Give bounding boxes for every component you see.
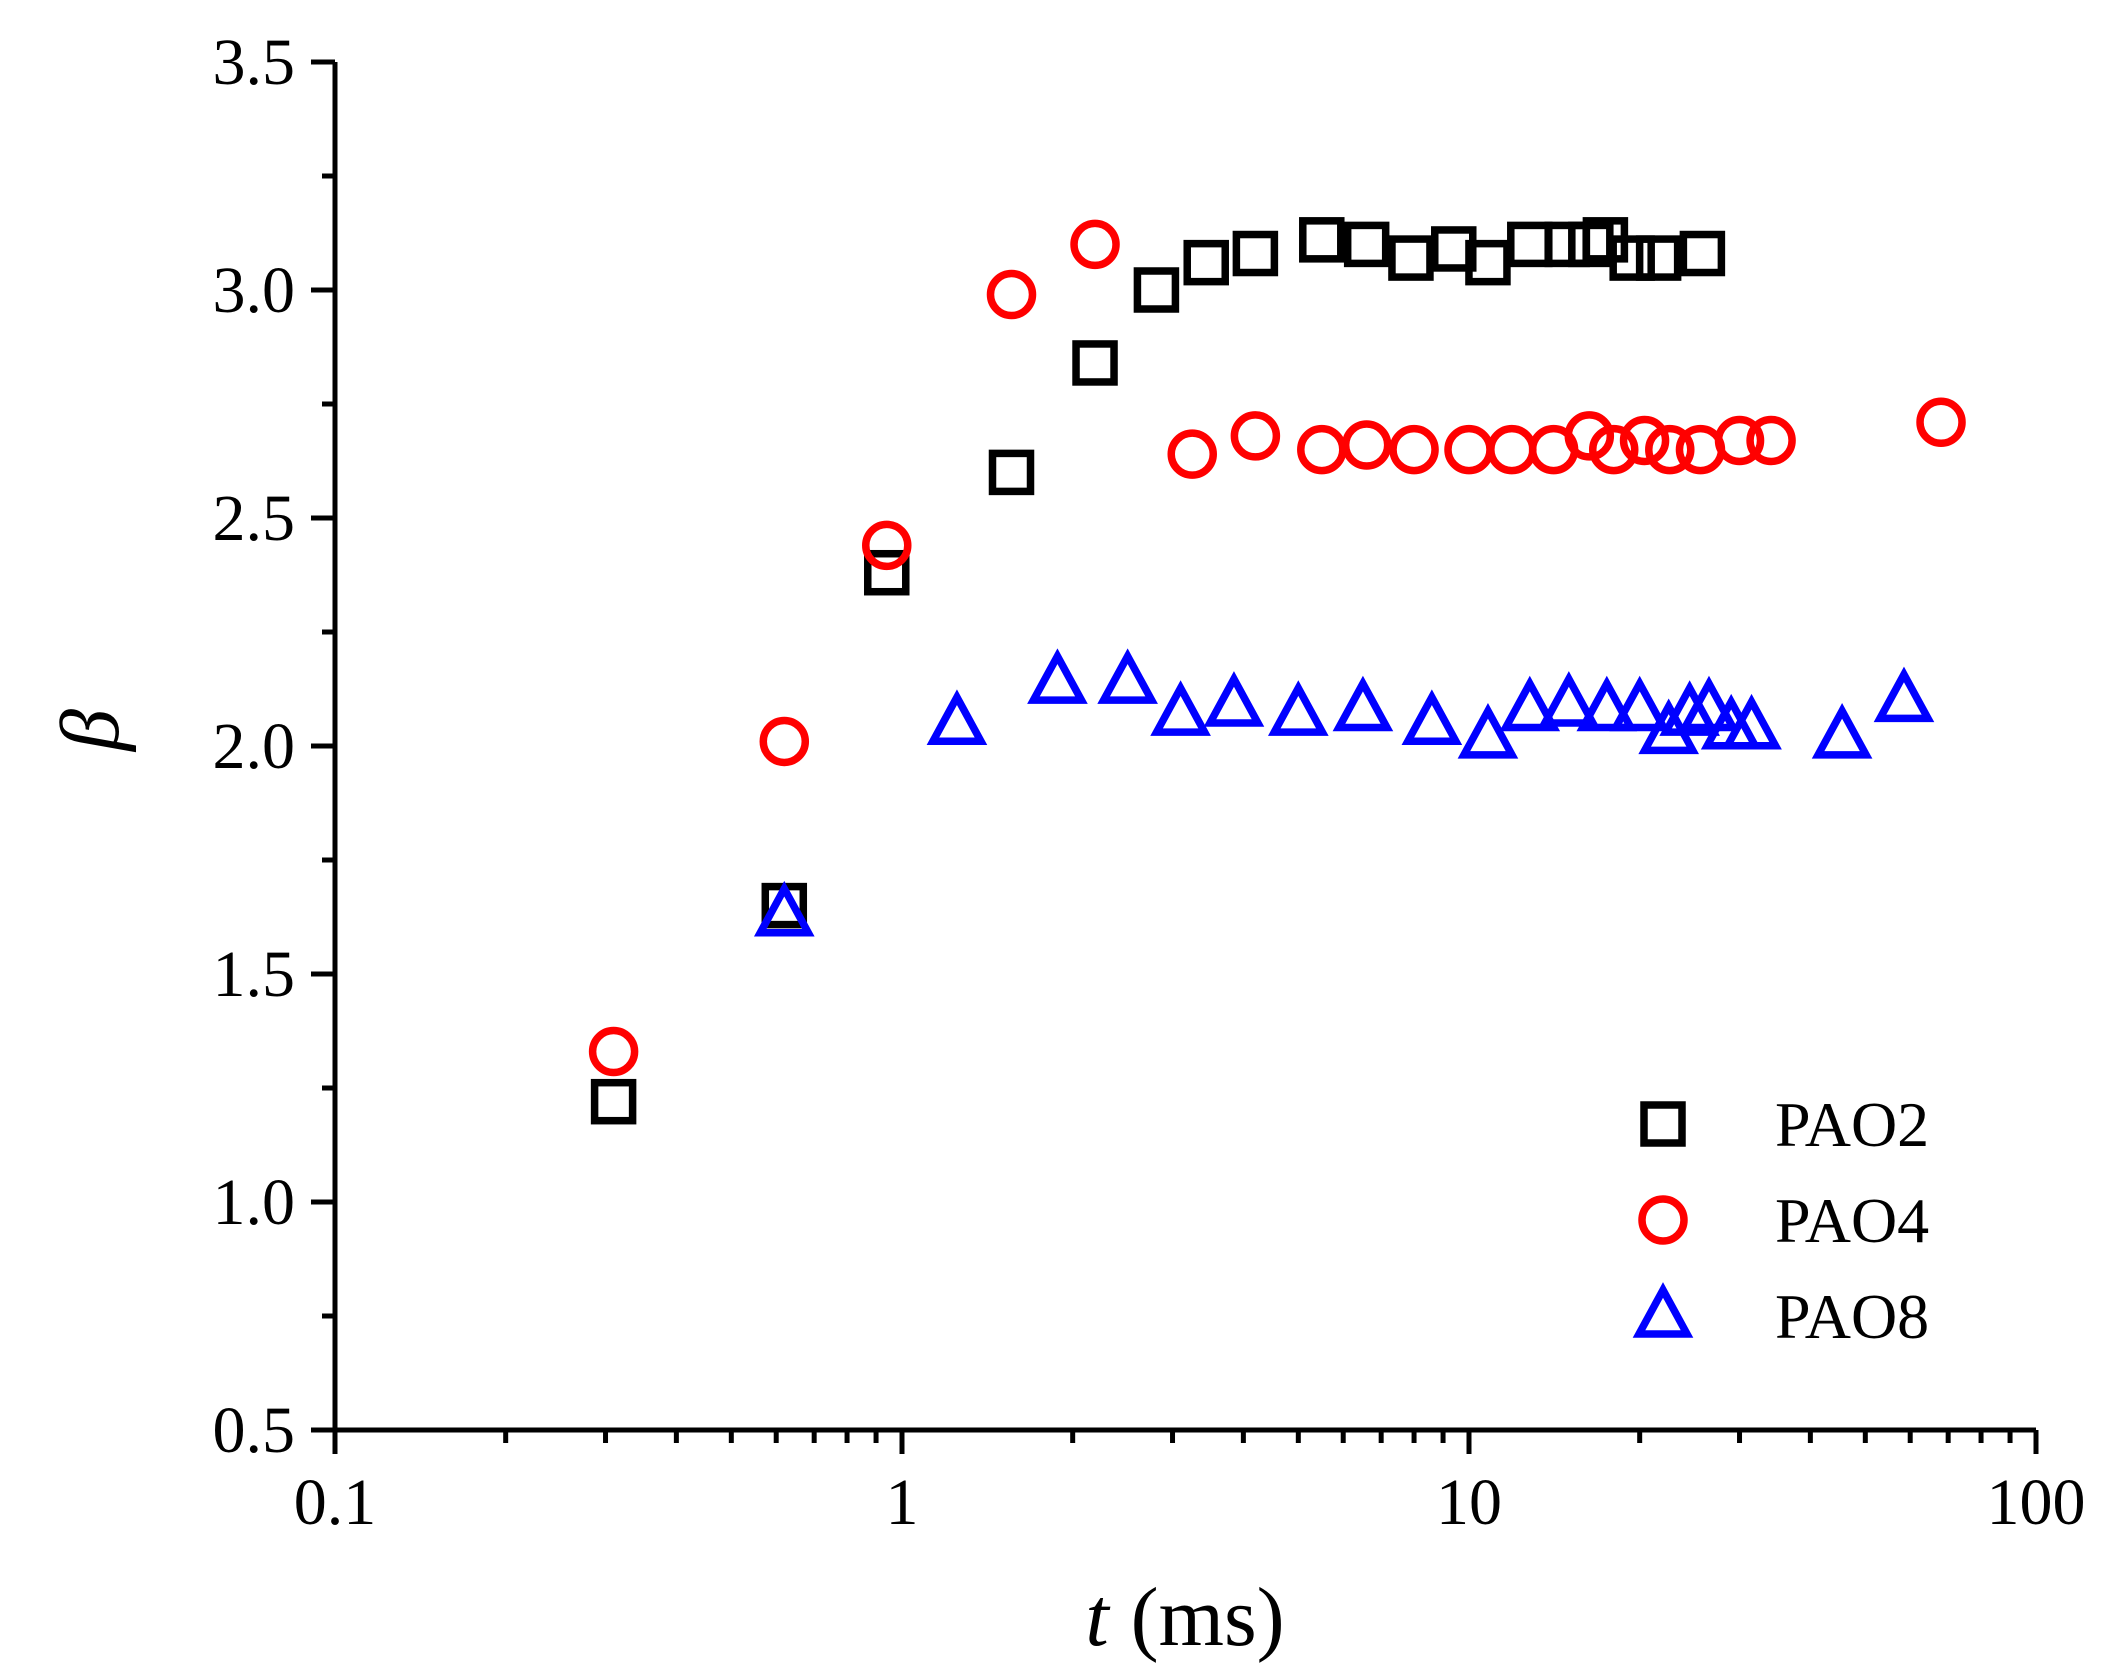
pao8-point (753, 880, 815, 937)
pao4-point (1167, 429, 1217, 479)
y-axis-title: β (44, 709, 137, 753)
series-pao2 (590, 217, 1726, 1125)
pao8-point (1721, 693, 1782, 750)
y-tick-label: 0.5 (213, 1394, 296, 1467)
pao4-point (588, 1026, 639, 1077)
legend-square-icon (1640, 1101, 1686, 1147)
pao8-point (1267, 680, 1329, 736)
pao2-point (1507, 221, 1553, 268)
pao4-point (1916, 397, 1966, 447)
x-axis-variable: t (1085, 1571, 1111, 1664)
y-tick-label: 2.0 (213, 710, 296, 783)
x-tick-label: 1 (886, 1466, 919, 1539)
legend-label: PAO8 (1775, 1281, 1929, 1352)
legend-item-pao8: PAO8 (1632, 1281, 1929, 1352)
pao8-point (1659, 680, 1720, 736)
pao4-point (1297, 424, 1347, 475)
pao8-point (1811, 703, 1873, 759)
pao2-point (590, 1078, 637, 1125)
x-axis-unit: (ms) (1131, 1571, 1285, 1664)
pao2-point (988, 449, 1035, 496)
pao8-point (1609, 675, 1671, 732)
legend: PAO2 PAO4 PAO8 (1632, 1089, 1929, 1352)
pao8-point (1873, 666, 1935, 723)
pao8-point (1457, 703, 1519, 759)
pao8-point (1678, 675, 1740, 732)
pao4-point (1444, 424, 1494, 475)
pao4-point (1070, 219, 1120, 270)
pao4-point (1230, 411, 1281, 461)
y-tick-label: 1.5 (213, 938, 296, 1011)
pao8-point (1027, 648, 1088, 704)
x-tick-label: 0.1 (294, 1466, 377, 1539)
series-pao8 (753, 648, 1935, 937)
pao2-point (1133, 267, 1180, 313)
pao2-point (864, 549, 910, 596)
pao4-point (1675, 424, 1726, 475)
pao2-point (1431, 226, 1477, 272)
x-tick-label: 10 (1436, 1466, 1502, 1539)
pao2-point (1183, 239, 1229, 286)
pao2-point (1609, 235, 1655, 281)
y-tick-label: 2.5 (213, 482, 296, 555)
pao2-point (1388, 235, 1434, 281)
pao4-point (1487, 424, 1537, 475)
pao4-point (1714, 415, 1765, 466)
pao2-point (1072, 340, 1118, 386)
pao4-point (1564, 411, 1615, 461)
pao8-point (1538, 671, 1600, 727)
y-tick-label: 1.0 (213, 1166, 296, 1239)
pao8-point (1097, 648, 1158, 704)
pao8-point (1203, 671, 1265, 727)
legend-circle-icon (1638, 1195, 1688, 1245)
pao2-point (1544, 221, 1590, 268)
pao4-point (986, 269, 1037, 320)
pao2-point (1232, 230, 1279, 277)
data-points (588, 217, 1966, 1125)
axes: 0.5 1.0 1.5 2.0 2.5 3.0 3.5 0.1 1 10 100 (213, 26, 2086, 1539)
pao2-point (1299, 217, 1345, 263)
x-axis-title: t (ms) (1085, 1571, 1284, 1664)
pao8-point (1499, 675, 1561, 732)
y-tick-label: 3.5 (213, 26, 296, 99)
x-tick-label: 100 (1987, 1466, 2086, 1539)
pao2-point (1679, 230, 1726, 277)
pao4-point (1746, 415, 1796, 466)
series-pao4 (588, 219, 1966, 1077)
pao8-point (1576, 675, 1638, 732)
pao4-point (1341, 420, 1392, 470)
legend-label: PAO4 (1775, 1185, 1929, 1256)
pao8-point (1332, 675, 1394, 732)
pao4-point (1389, 424, 1439, 475)
pao2-point (1635, 235, 1682, 281)
pao4-point (759, 716, 810, 767)
pao4-point (1588, 424, 1639, 475)
pao4-point (1619, 415, 1670, 466)
pao4-point (1645, 424, 1695, 475)
legend-triangle-icon (1632, 1282, 1694, 1338)
y-tick-label: 3.0 (213, 254, 296, 327)
pao8-point (926, 689, 988, 745)
pao2-point (1343, 221, 1390, 268)
pao8-point (1150, 680, 1211, 736)
pao2-point (1465, 239, 1511, 286)
pao4-point (862, 520, 912, 571)
legend-label: PAO2 (1775, 1089, 1929, 1160)
legend-item-pao4: PAO4 (1638, 1185, 1929, 1256)
pao8-point (1401, 689, 1463, 745)
legend-item-pao2: PAO2 (1640, 1089, 1929, 1160)
